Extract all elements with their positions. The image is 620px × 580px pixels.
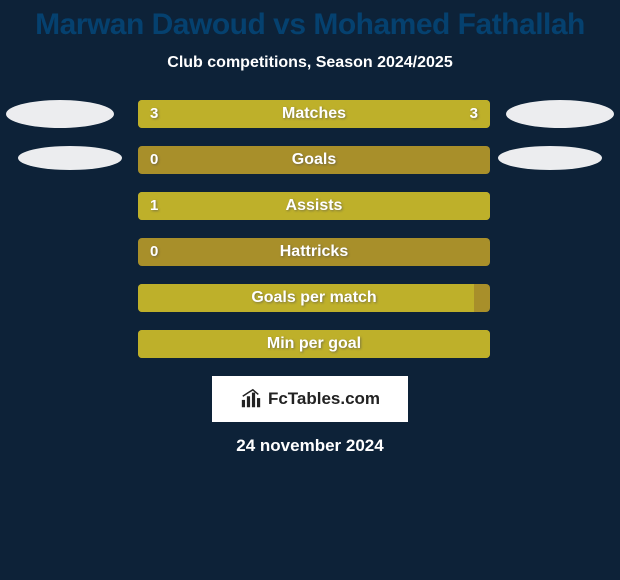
date-label: 24 november 2024 [0,436,620,456]
logo-box: FcTables.com [212,376,408,422]
stat-row: Assists1 [0,192,620,220]
stat-label: Hattricks [138,238,490,266]
chart-icon [240,388,262,410]
player-photo-icon [498,146,602,170]
stats-area: Matches33Goals0Assists1Hattricks0Goals p… [0,100,620,358]
stat-label: Goals [138,146,490,174]
subtitle: Club competitions, Season 2024/2025 [0,54,620,72]
stat-row: Min per goal [0,330,620,358]
stat-value-left: 3 [150,100,158,128]
stat-value-left: 0 [150,238,158,266]
player-photo-icon [18,146,122,170]
stat-row: Goals per match [0,284,620,312]
player-photo-icon [506,100,614,128]
player-photo-icon [6,100,114,128]
stat-label: Min per goal [138,330,490,358]
stat-value-right: 3 [470,100,478,128]
stat-label: Matches [138,100,490,128]
stat-value-left: 1 [150,192,158,220]
page-title: Marwan Dawoud vs Mohamed Fathallah [0,0,620,42]
logo-text: FcTables.com [268,389,380,409]
stat-value-left: 0 [150,146,158,174]
stat-row: Matches3 3 [0,100,620,128]
stat-row: Hattricks0 [0,238,620,266]
stat-label: Goals per match [138,284,490,312]
stat-label: Assists [138,192,490,220]
comparison-infographic: Marwan Dawoud vs Mohamed Fathallah Club … [0,0,620,580]
stat-row: Goals0 [0,146,620,174]
